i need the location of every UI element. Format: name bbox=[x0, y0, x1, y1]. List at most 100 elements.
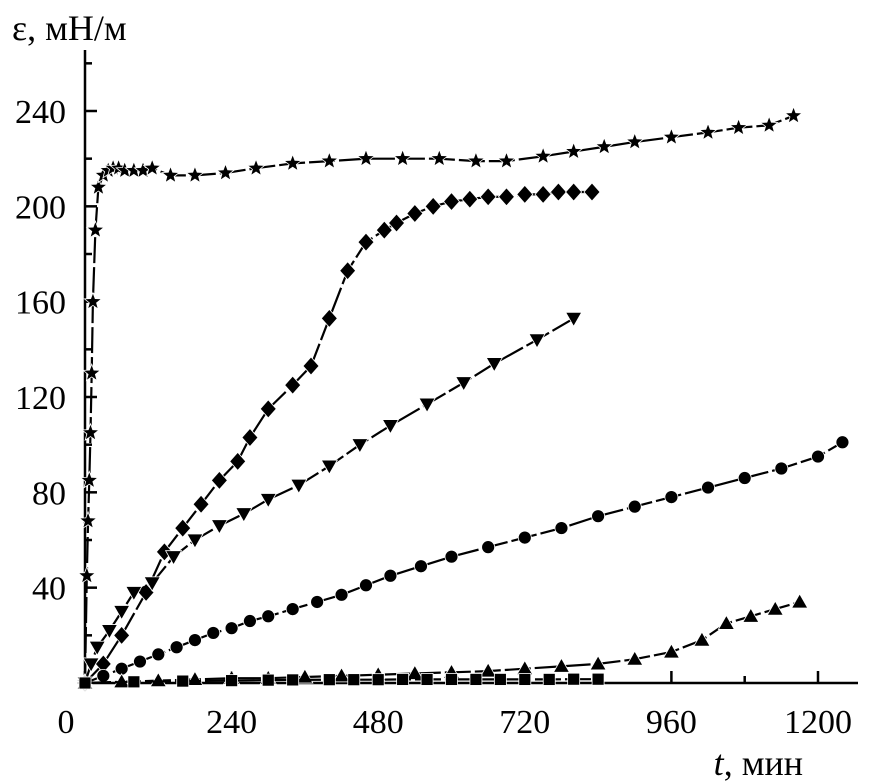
triangle-down-marker bbox=[381, 419, 400, 435]
diamond-marker bbox=[241, 427, 259, 448]
diamond-marker bbox=[339, 261, 357, 281]
star-marker bbox=[533, 146, 553, 165]
series-line bbox=[84, 190, 592, 684]
circle-marker bbox=[188, 633, 202, 647]
square-marker bbox=[78, 676, 92, 690]
star-marker bbox=[356, 148, 376, 167]
square-marker bbox=[518, 673, 532, 686]
triangle-down-marker bbox=[100, 624, 119, 640]
star-marker bbox=[185, 165, 205, 184]
circle-marker bbox=[96, 668, 111, 683]
series-group bbox=[75, 105, 850, 693]
triangle-up-marker bbox=[112, 673, 131, 689]
series-star bbox=[75, 105, 804, 692]
triangle-up-marker bbox=[332, 667, 351, 683]
x-tick-label: 960 bbox=[646, 704, 697, 741]
circle-marker bbox=[774, 461, 789, 476]
star-marker bbox=[728, 117, 749, 136]
triangle-down-marker bbox=[320, 459, 339, 475]
x-tick-label: 0 bbox=[58, 704, 75, 741]
triangle-up-marker bbox=[717, 614, 736, 630]
circle-marker bbox=[481, 540, 496, 555]
square-marker bbox=[225, 674, 239, 688]
star-marker bbox=[625, 131, 645, 151]
circle-marker bbox=[383, 568, 398, 583]
diamond-marker bbox=[357, 232, 375, 252]
triangle-up-marker bbox=[742, 607, 760, 623]
triangle-up-marker bbox=[790, 593, 809, 609]
circle-marker bbox=[310, 595, 325, 609]
star-marker bbox=[594, 136, 614, 155]
star-marker bbox=[83, 291, 103, 310]
square-marker bbox=[542, 673, 556, 686]
triangle-down-marker bbox=[164, 550, 183, 566]
y-tick-label: 120 bbox=[15, 380, 66, 417]
y-tick-label: 160 bbox=[15, 285, 66, 322]
y-tick-label: 40 bbox=[32, 571, 66, 608]
y-tick-label: 200 bbox=[15, 189, 66, 226]
square-marker bbox=[396, 673, 410, 686]
square-marker bbox=[286, 673, 300, 687]
diamond-marker bbox=[516, 184, 534, 205]
star-marker bbox=[88, 177, 109, 196]
star-marker bbox=[79, 470, 99, 489]
diamond-marker bbox=[192, 494, 210, 514]
triangle-down-marker bbox=[112, 605, 131, 621]
y-axis-unit: , мН/м bbox=[27, 8, 127, 48]
diamond-marker bbox=[302, 356, 320, 376]
triangle-up-marker bbox=[552, 657, 571, 673]
star-marker bbox=[661, 127, 682, 146]
circle-marker bbox=[835, 435, 850, 450]
diamond-marker bbox=[284, 375, 302, 395]
circle-marker bbox=[334, 587, 349, 602]
triangle-down-marker bbox=[235, 507, 253, 523]
x-tick-label: 480 bbox=[353, 704, 404, 741]
triangle-down-marker bbox=[88, 640, 106, 657]
star-marker bbox=[78, 510, 98, 530]
triangle-down-marker bbox=[351, 438, 369, 454]
diamond-marker bbox=[565, 182, 583, 202]
star-marker bbox=[564, 141, 584, 160]
x-tick-label: 240 bbox=[206, 704, 257, 741]
star-marker bbox=[77, 565, 97, 584]
triangle-up-marker bbox=[626, 650, 644, 666]
star-marker bbox=[429, 148, 449, 167]
star-marker bbox=[392, 148, 413, 167]
diamond-marker bbox=[549, 182, 567, 202]
triangle-up-marker bbox=[662, 643, 681, 659]
diamond-marker bbox=[174, 518, 192, 538]
x-axis-symbol: t bbox=[714, 743, 725, 783]
triangle-down-marker bbox=[125, 586, 143, 602]
triangle-down-marker bbox=[485, 357, 503, 373]
circle-marker bbox=[285, 602, 300, 617]
square-marker bbox=[567, 672, 581, 686]
square-marker bbox=[420, 673, 434, 686]
diamond-marker bbox=[424, 196, 442, 216]
triangle-down-marker bbox=[455, 376, 473, 392]
y-axis-symbol: ε bbox=[12, 8, 27, 48]
triangle-down-marker bbox=[259, 493, 277, 509]
square-marker bbox=[371, 673, 385, 687]
circle-marker bbox=[517, 530, 532, 545]
series-circle bbox=[78, 435, 850, 690]
star-marker bbox=[142, 158, 162, 177]
triangle-down-marker bbox=[290, 478, 308, 494]
square-marker bbox=[127, 675, 141, 689]
triangle-up-marker bbox=[149, 671, 167, 688]
square-marker bbox=[322, 673, 336, 687]
triangle-down-marker bbox=[528, 333, 546, 349]
ticks: 0 240 480 720 960 1200 40 80 120 160 200 240 bbox=[15, 62, 852, 741]
diamond-marker bbox=[461, 189, 479, 209]
x-axis-title: t, мин bbox=[714, 743, 803, 783]
star-marker bbox=[319, 150, 339, 170]
triangle-up-marker bbox=[479, 662, 497, 678]
y-axis-title: ε, мН/м bbox=[12, 8, 127, 48]
star-marker bbox=[759, 115, 779, 134]
circle-marker bbox=[414, 559, 428, 574]
triangle-up-marker bbox=[589, 655, 607, 671]
circle-marker bbox=[261, 609, 276, 624]
star-marker bbox=[80, 422, 101, 441]
star-marker bbox=[246, 158, 266, 177]
x-tick-label: 1200 bbox=[784, 704, 852, 741]
